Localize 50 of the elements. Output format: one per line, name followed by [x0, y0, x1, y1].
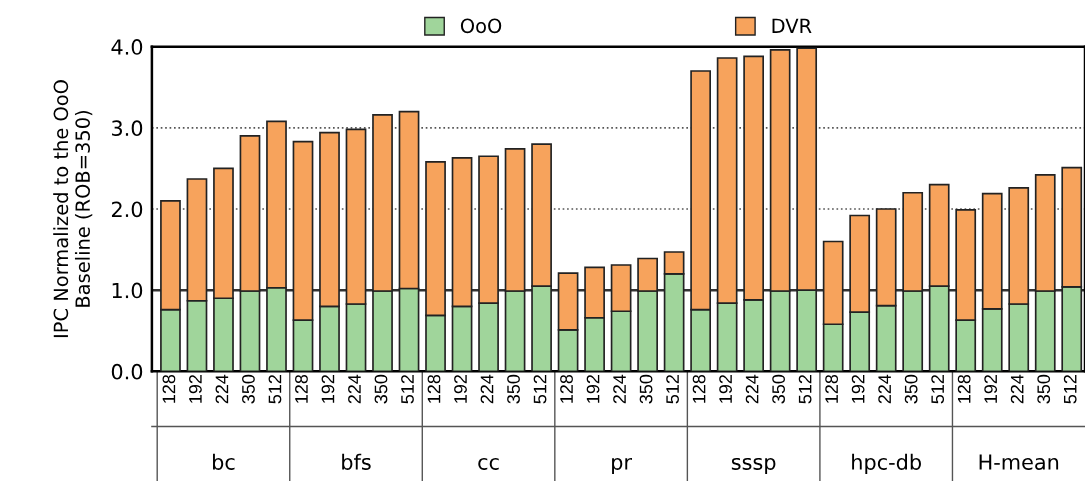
- x-tick-label: 350: [772, 374, 785, 404]
- y-axis-title: IPC Normalized to the OoO Baseline (ROB=350): [53, 80, 93, 338]
- legend-label: DVR: [772, 18, 812, 33]
- x-tick-label: 192: [454, 375, 467, 403]
- x-tick-label: 192: [984, 375, 998, 403]
- x-tick-label: 224: [480, 374, 494, 404]
- x-tick-label: 128: [295, 374, 308, 403]
- x-tick-label: 350: [1037, 374, 1051, 404]
- x-tick-label: 192: [586, 375, 600, 403]
- x-tick-label: 512: [1063, 375, 1077, 404]
- text: H-mean: [979, 454, 1059, 470]
- x-tick-label: 224: [348, 374, 361, 404]
- x-tick-label: 512: [666, 375, 679, 404]
- x-tick-label: 350: [507, 374, 520, 404]
- x-tick-label: 192: [851, 375, 865, 403]
- y-tick-label: 2.0: [111, 201, 143, 218]
- x-tick-label: 224: [745, 374, 759, 404]
- x-tick-label: 192: [321, 375, 335, 403]
- y-tick-label: 4.0: [111, 39, 143, 55]
- x-tick-label: 128: [560, 374, 573, 403]
- x-tick-label: 192: [719, 375, 732, 403]
- text: hpc-db: [852, 453, 921, 474]
- legend-label: OoO: [460, 18, 502, 34]
- text: pr: [612, 457, 632, 474]
- x-tick-label: 512: [798, 375, 812, 404]
- y-tick-label: 3.0: [112, 120, 143, 137]
- x-tick-label: 512: [401, 375, 414, 404]
- x-tick-label: 350: [904, 374, 918, 404]
- x-tick-label: 128: [825, 374, 839, 403]
- x-tick-label: 224: [878, 374, 891, 404]
- x-tick-label: 224: [613, 374, 626, 404]
- text: bfs: [342, 453, 371, 470]
- x-tick-label: 192: [189, 375, 202, 403]
- x-tick-label: 512: [533, 375, 547, 404]
- text: sssp: [731, 457, 776, 474]
- x-tick-label: 128: [692, 374, 706, 403]
- x-tick-label: 224: [215, 374, 229, 404]
- x-tick-label: 128: [427, 374, 441, 403]
- x-tick-label: 350: [374, 374, 388, 404]
- text: cc: [478, 457, 499, 470]
- y-tick-label: 0.0: [111, 363, 143, 380]
- x-tick-label: 512: [268, 375, 282, 404]
- x-tick-label: 224: [1010, 374, 1024, 404]
- x-tick-label: 128: [957, 374, 971, 403]
- y-tick-label: 1.0: [112, 282, 143, 299]
- x-tick-label: 350: [639, 374, 653, 404]
- x-tick-label: 350: [242, 374, 255, 404]
- text: bc: [213, 453, 235, 470]
- x-tick-label: 128: [162, 374, 176, 403]
- x-tick-label: 512: [931, 375, 945, 404]
